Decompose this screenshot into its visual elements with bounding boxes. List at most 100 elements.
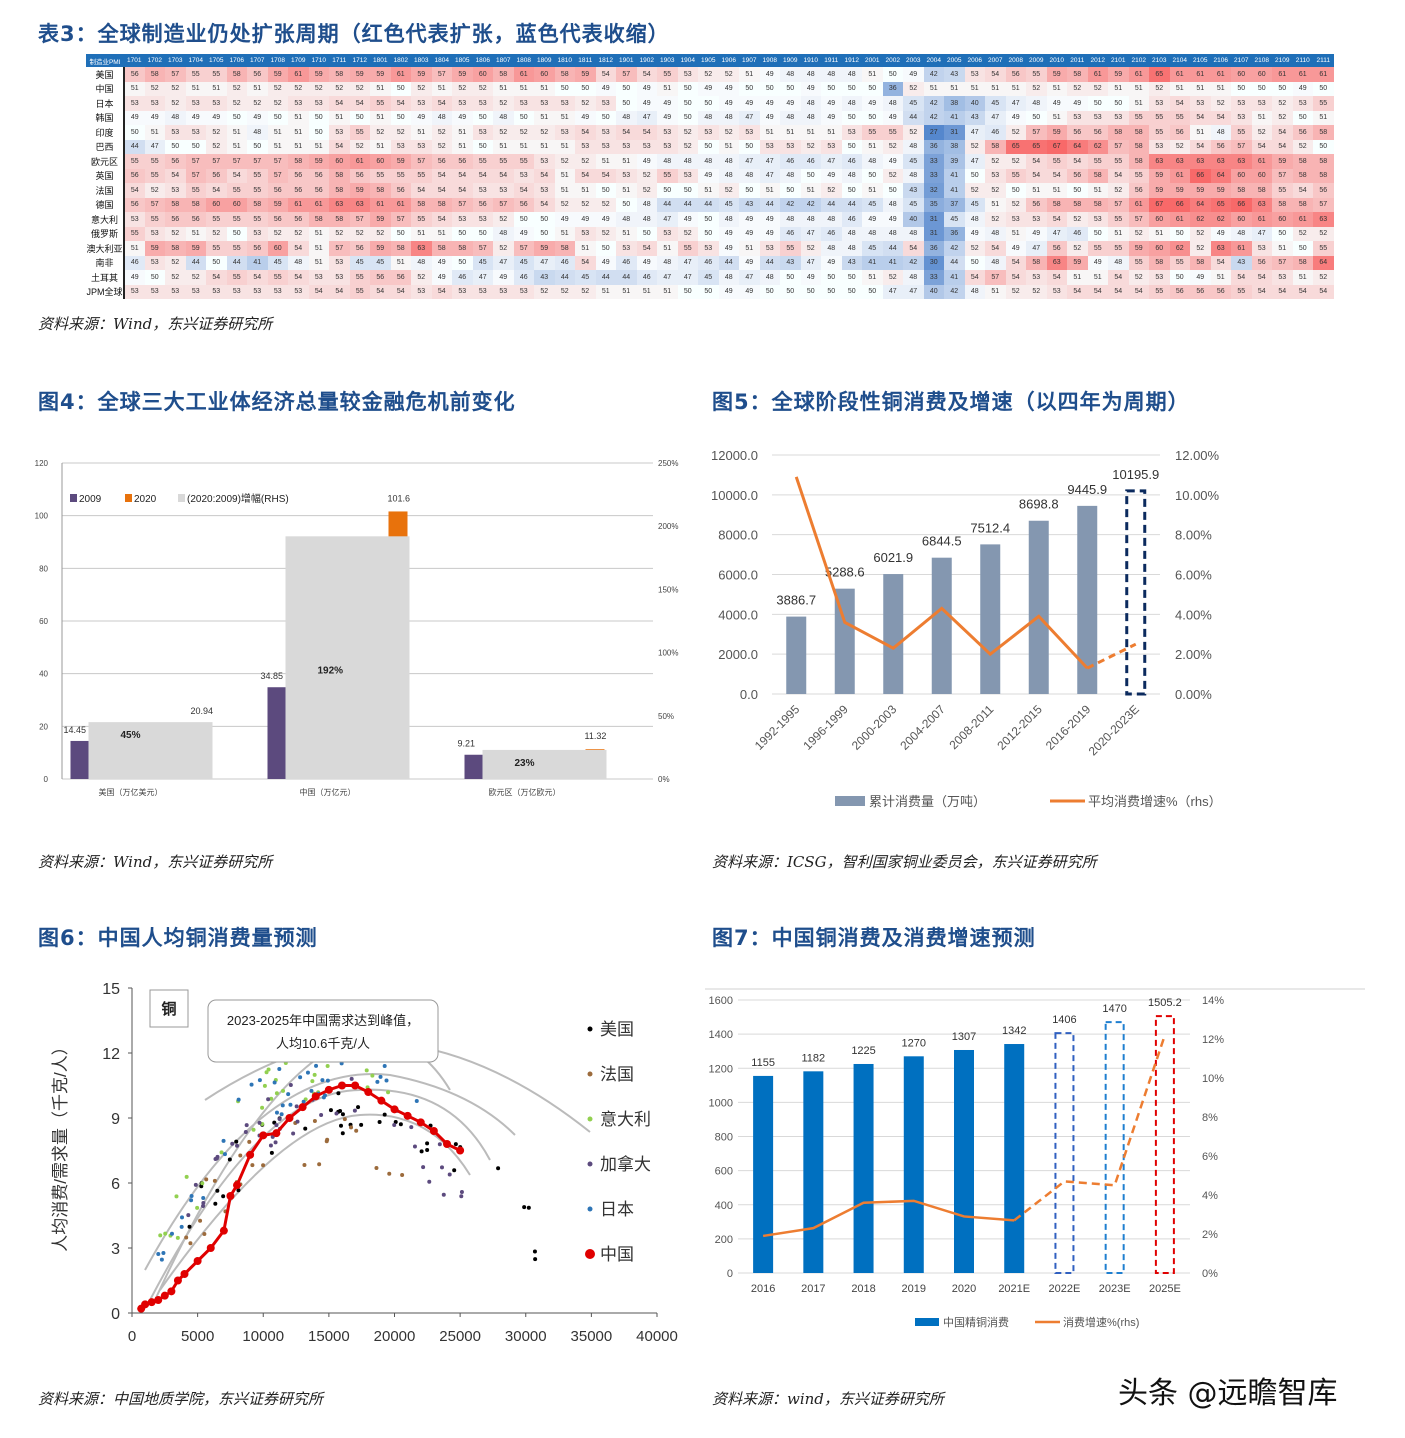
heatmap-cell: 56 <box>185 212 206 227</box>
heatmap-col-header: 2008 <box>1005 54 1026 67</box>
heatmap-cell: 52 <box>1067 212 1088 227</box>
heatmap-cell: 36 <box>944 226 965 241</box>
heatmap-cell: 49 <box>718 81 739 96</box>
heatmap-cell: 52 <box>165 81 186 96</box>
heatmap-cell: 54 <box>1292 284 1313 299</box>
svg-text:2023E: 2023E <box>1099 1283 1131 1295</box>
heatmap-cell: 58 <box>431 241 452 256</box>
heatmap-cell: 61 <box>1292 212 1313 227</box>
heatmap-cell: 58 <box>1087 197 1108 212</box>
heatmap-cell: 53 <box>493 183 514 198</box>
heatmap-cell: 55 <box>493 154 514 169</box>
heatmap-cell: 52 <box>1149 81 1170 96</box>
heatmap-cell: 50 <box>964 168 985 183</box>
heatmap-cell: 52 <box>165 226 186 241</box>
heatmap-cell: 52 <box>1005 197 1026 212</box>
heatmap-cell: 57 <box>1272 255 1293 270</box>
heatmap-cell: 57 <box>1128 212 1149 227</box>
heatmap-cell: 52 <box>677 125 698 140</box>
heatmap-cell: 56 <box>124 168 145 183</box>
table3-source: 资料来源：Wind，东兴证券研究所 <box>38 315 273 333</box>
heatmap-cell: 49 <box>739 226 760 241</box>
heatmap-cell: 48 <box>821 67 842 82</box>
heatmap-cell: 50 <box>841 139 862 154</box>
heatmap-cell: 47 <box>677 270 698 285</box>
heatmap-cell: 57 <box>452 197 473 212</box>
heatmap-cell: 44 <box>903 110 924 125</box>
svg-text:法国: 法国 <box>600 1065 634 1084</box>
svg-text:600: 600 <box>715 1166 733 1178</box>
svg-text:消费增速%(rhs): 消费增速%(rhs) <box>1063 1315 1139 1329</box>
svg-text:2004-2007: 2004-2007 <box>897 702 948 753</box>
heatmap-cell: 58 <box>329 168 350 183</box>
heatmap-col-header: 1709 <box>288 54 309 67</box>
heatmap-cell: 56 <box>472 197 493 212</box>
heatmap-cell: 51 <box>862 270 883 285</box>
heatmap-row-label: 法国 <box>86 183 125 198</box>
heatmap-cell: 48 <box>759 270 780 285</box>
heatmap-cell: 51 <box>452 125 473 140</box>
heatmap-cell: 58 <box>1087 168 1108 183</box>
svg-text:15000: 15000 <box>308 1328 350 1345</box>
svg-text:2000.0: 2000.0 <box>718 647 758 662</box>
heatmap-cell: 54 <box>472 168 493 183</box>
heatmap-cell: 63 <box>1231 154 1252 169</box>
heatmap-cell: 55 <box>780 241 801 256</box>
svg-text:20.94: 20.94 <box>191 706 214 716</box>
heatmap-cell: 50 <box>1272 81 1293 96</box>
heatmap-col-header: 1707 <box>247 54 268 67</box>
heatmap-cell: 59 <box>1272 154 1293 169</box>
heatmap-cell: 54 <box>329 139 350 154</box>
heatmap-cell: 58 <box>1292 197 1313 212</box>
heatmap-col-header: 1904 <box>677 54 698 67</box>
heatmap-cell: 50 <box>185 139 206 154</box>
svg-text:2022E: 2022E <box>1049 1283 1081 1295</box>
heatmap-cell: 50 <box>1313 139 1334 154</box>
heatmap-cell: 58 <box>554 67 575 82</box>
heatmap-cell: 47 <box>759 168 780 183</box>
heatmap-row-label: 日本 <box>86 96 125 111</box>
heatmap-cell: 49 <box>739 284 760 299</box>
heatmap-cell: 50 <box>595 241 616 256</box>
heatmap-cell: 57 <box>247 154 268 169</box>
heatmap-cell: 52 <box>575 154 596 169</box>
heatmap-cell: 63 <box>1149 154 1170 169</box>
heatmap-cell: 51 <box>1108 226 1129 241</box>
heatmap-cell: 63 <box>1251 197 1272 212</box>
heatmap-cell: 49 <box>1210 226 1231 241</box>
heatmap-cell: 52 <box>677 139 698 154</box>
heatmap-cell: 55 <box>1313 241 1334 256</box>
heatmap-cell: 50 <box>657 183 678 198</box>
heatmap-cell: 48 <box>841 67 862 82</box>
heatmap-cell: 58 <box>329 212 350 227</box>
heatmap-col-header: 1903 <box>657 54 678 67</box>
svg-text:意大利: 意大利 <box>600 1110 651 1129</box>
heatmap-col-header: 2105 <box>1190 54 1211 67</box>
heatmap-cell: 53 <box>1190 96 1211 111</box>
heatmap-cell: 60 <box>329 154 350 169</box>
heatmap-cell: 51 <box>124 241 145 256</box>
heatmap-cell: 50 <box>1292 241 1313 256</box>
heatmap-cell: 48 <box>677 154 698 169</box>
heatmap-cell: 58 <box>1108 125 1129 140</box>
heatmap-cell: 48 <box>862 226 883 241</box>
heatmap-col-header: 1704 <box>185 54 206 67</box>
svg-text:中国精铜消费: 中国精铜消费 <box>943 1315 1009 1329</box>
heatmap-cell: 49 <box>554 212 575 227</box>
svg-text:欧元区（万亿欧元）: 欧元区（万亿欧元） <box>489 787 561 797</box>
heatmap-cell: 33 <box>923 270 944 285</box>
heatmap-cell: 53 <box>452 284 473 299</box>
svg-text:2016-2019: 2016-2019 <box>1043 702 1094 753</box>
heatmap-cell: 52 <box>718 67 739 82</box>
heatmap-row: 美国 56 58 57 55 55 58 56 59 61 59 58 59 59 61 59 57 59 60 58… <box>86 67 1334 82</box>
heatmap-cell: 60 <box>1231 67 1252 82</box>
heatmap-row-label: 意大利 <box>86 212 125 227</box>
heatmap-cell: 61 <box>308 197 329 212</box>
heatmap-col-header: 2011 <box>1067 54 1088 67</box>
heatmap-cell: 52 <box>288 226 309 241</box>
heatmap-cell: 53 <box>575 139 596 154</box>
heatmap-cell: 51 <box>595 154 616 169</box>
heatmap-cell: 58 <box>308 212 329 227</box>
heatmap-cell: 54 <box>1313 284 1334 299</box>
heatmap-row: 俄罗斯 55 53 52 51 52 50 53 52 52 51 52 52 52 50 51 51 50 50 4… <box>86 226 1334 241</box>
